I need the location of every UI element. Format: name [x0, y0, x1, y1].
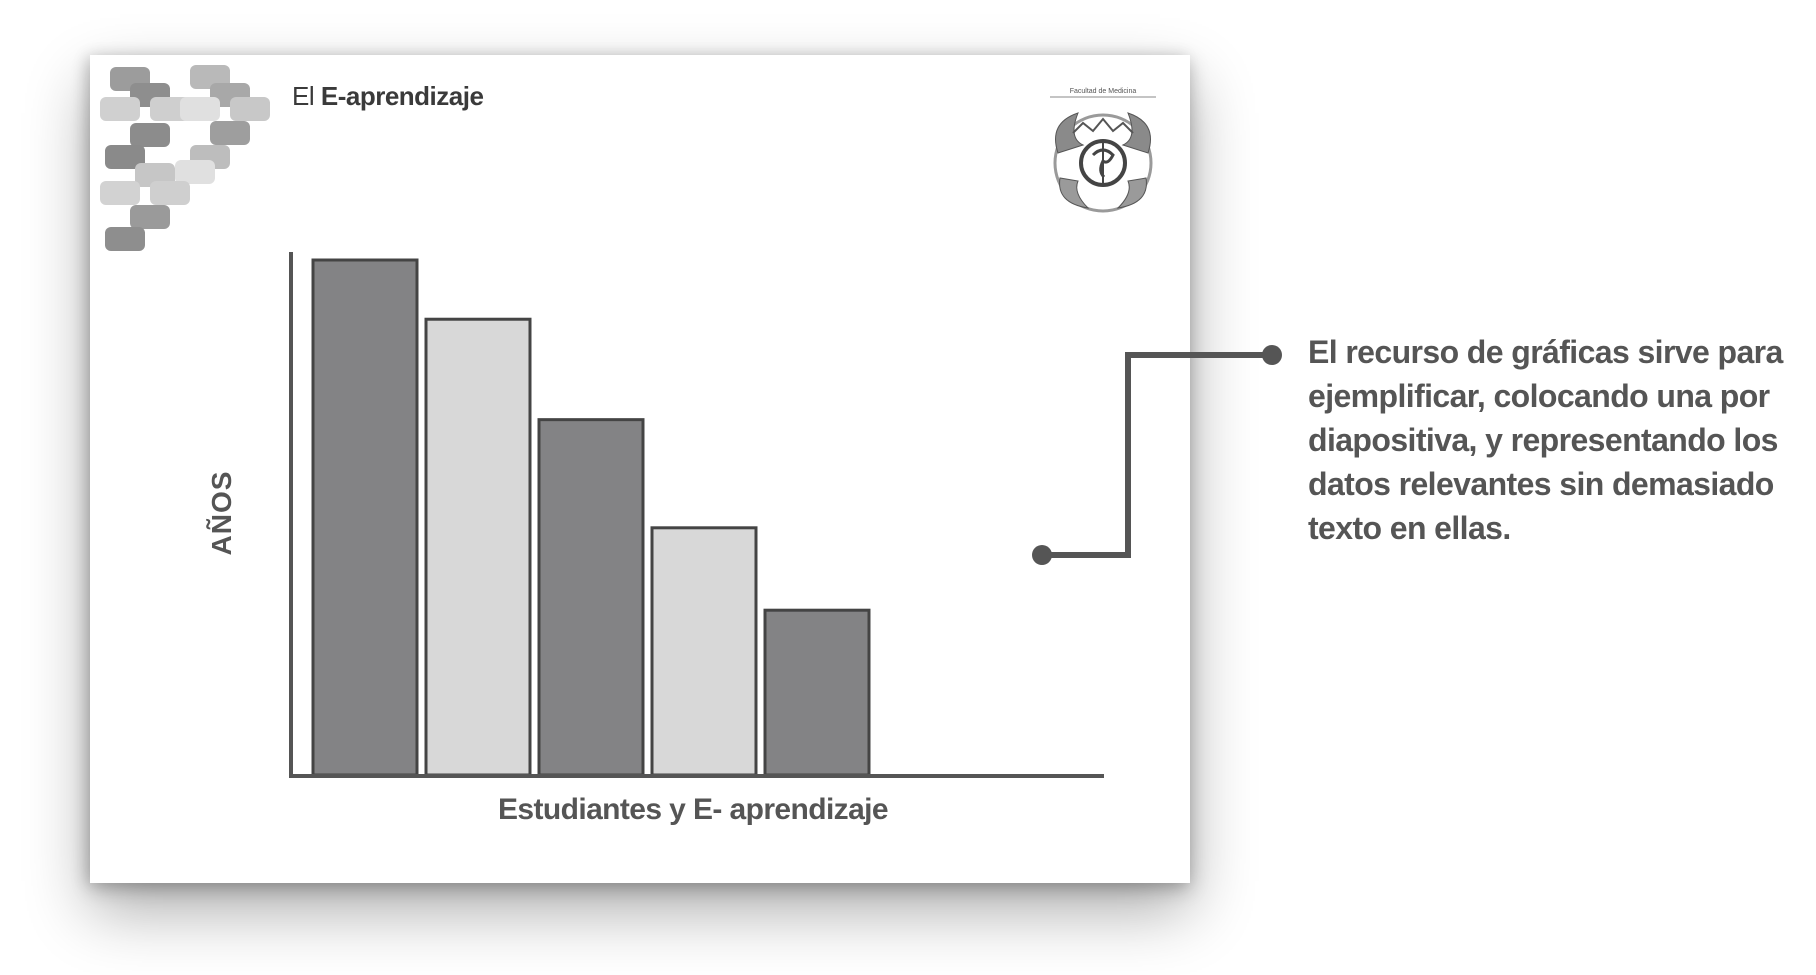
logo-caption: Facultad de Medicina [1070, 88, 1137, 95]
bar-5 [763, 608, 871, 777]
decorative-tile [180, 97, 220, 121]
decorative-tile [105, 227, 145, 251]
decorative-tile [130, 123, 170, 147]
decorative-tile [230, 97, 270, 121]
decorative-tile [100, 181, 140, 205]
decorative-tile [150, 181, 190, 205]
decorative-tile [100, 97, 140, 121]
bar-chart [289, 252, 1104, 778]
annotation-text: El recurso de gráficas sirve para ejempl… [1308, 334, 1783, 546]
slide: El E-aprendizaje Facultad de Medicina AÑ… [90, 55, 1190, 883]
university-crest-icon: Facultad de Medicina [1050, 88, 1156, 213]
decorative-tile [210, 121, 250, 145]
decorative-tile [130, 205, 170, 229]
decorative-tiles [90, 55, 290, 285]
bar-2 [424, 317, 532, 777]
slide-title: El E-aprendizaje [292, 81, 484, 112]
slide-title-bold: E-aprendizaje [320, 81, 484, 111]
bar-4 [650, 526, 758, 777]
bar-1 [311, 258, 419, 777]
slide-title-prefix: El [292, 81, 315, 111]
decorative-tile [175, 160, 215, 184]
y-axis-label: AÑOS [206, 470, 237, 556]
callout-end-dot [1262, 345, 1282, 365]
bar-3 [537, 418, 645, 777]
bars-group [311, 258, 871, 777]
x-axis-label: Estudiantes y E- aprendizaje [498, 793, 889, 826]
